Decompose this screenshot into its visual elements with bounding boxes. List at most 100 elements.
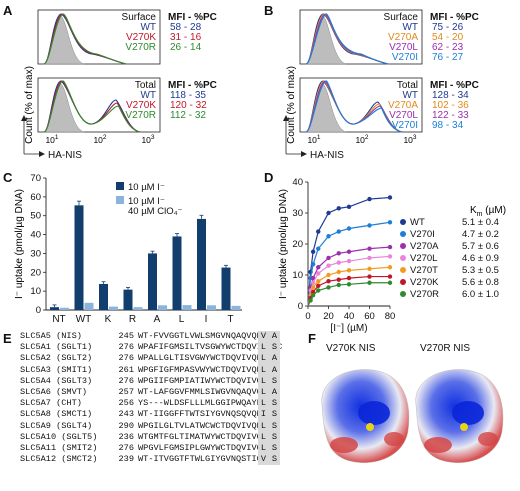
bar-category-K: K xyxy=(105,314,112,325)
kinetics-point-v270a-5 xyxy=(346,249,352,254)
kinetics-point-v270i-1 xyxy=(310,261,316,267)
legend-label-perchlorate-1: 10 µM I⁻ xyxy=(128,196,165,207)
bar-ylabel: I⁻ uptake (pmol/µg DNA) xyxy=(14,189,25,299)
xtick-A-1: 102 xyxy=(93,134,106,145)
bar-category-T: T xyxy=(227,314,233,325)
xlabel-B: HA-NIS xyxy=(310,150,344,161)
legend-B-bottom-v270l: V270L xyxy=(389,110,418,121)
alignment-row-position-270: L xyxy=(258,364,269,376)
kinetics-point-v270k-2 xyxy=(316,283,321,289)
alignment-row-name: SLC5A2 (SGLT2) xyxy=(20,353,93,364)
alignment-row-start: 276 xyxy=(118,342,134,353)
mfi-value-B-bottom-2: 122 - 33 xyxy=(432,110,469,121)
alignment-row: SLC5A7 (CHT) 256 YS---WLDSFLLLMLGGIPWQAYFQ… xyxy=(20,398,280,410)
alignment-row-start: 290 xyxy=(118,420,134,431)
kinetics-point-v270r-0 xyxy=(308,298,313,303)
alignment-row-sequence: WT-IIGGFFTWTSIYGVNQSQVQRY xyxy=(138,409,267,420)
bar-NT-iodide xyxy=(50,307,59,310)
bar-I-perchlorate xyxy=(207,305,216,310)
kinetics-ytick-label-4: 40 xyxy=(292,177,303,188)
alignment-row: SLC5A4 (SGLT3) 276 WPGIIFGMPIATIWYWCTDQVIV… xyxy=(20,375,280,388)
kinetics-xtick-label-3: 60 xyxy=(364,311,375,322)
ylabel-A: Count (% of max) xyxy=(24,66,35,144)
legend-B-top-wt: WT xyxy=(402,22,418,33)
kinetics-xtick-label-0: 0 xyxy=(305,311,310,322)
legend-B-top-v270l: V270L xyxy=(389,42,418,53)
control-histogram-A-bottom xyxy=(43,82,85,133)
bar-ytick-label-2: 20 xyxy=(30,267,41,278)
alignment-row-next-residue: S xyxy=(269,375,280,388)
alignment-row-position-270: L xyxy=(258,398,269,410)
kinetics-point-v270r-7 xyxy=(387,280,393,285)
alignment-row-sequence: WPALLGLTISVGWYWCTDQVIVQRC xyxy=(138,353,267,364)
kinetics-point-v270i-6 xyxy=(367,223,372,228)
panel-letter-b: B xyxy=(264,3,274,18)
y-arrowhead-B xyxy=(283,115,289,121)
kinetics-point-v270l-5 xyxy=(346,258,352,264)
alignment-row-position-270: V xyxy=(258,454,269,466)
kinetics-point-wt-2 xyxy=(316,229,321,234)
alignment-row-position-270: L xyxy=(258,431,269,444)
mfi-value-B-bottom-1: 102 - 36 xyxy=(432,100,469,111)
legend-swatch-iodide xyxy=(116,182,124,190)
mfi-value-B-top-2: 62 - 23 xyxy=(432,42,464,53)
kinetics-point-v270t-7 xyxy=(387,265,393,270)
mfi-value-B-bottom-3: 98 - 34 xyxy=(432,120,464,131)
histogram-frame-B-bottom xyxy=(299,77,423,133)
kinetics-legend-km-v270k: 5.6 ± 0.8 xyxy=(462,277,499,288)
kinetics-legend-km-v270t: 5.3 ± 0.5 xyxy=(462,265,499,276)
alignment-row-position-270: L xyxy=(258,375,269,388)
alignment-row-next-residue: S xyxy=(269,420,280,432)
bar-category-R: R xyxy=(129,314,136,325)
kinetics-point-wt-4 xyxy=(336,206,341,211)
kinetics-xlabel: [I⁻] (µM) xyxy=(330,323,367,334)
legend-A-bottom-wt: WT xyxy=(140,90,156,101)
legend-A-bottom-v270k: V270K xyxy=(126,100,156,111)
kinetics-legend-name-wt: WT xyxy=(410,217,425,228)
alignment-row-start: 276 xyxy=(118,443,134,454)
bar-category-I: I xyxy=(205,314,208,325)
alignment-row-position-270: L xyxy=(258,420,269,432)
histogram-curve-B-bottom-v270i xyxy=(305,80,403,133)
alignment-row-start: 243 xyxy=(118,409,134,420)
mfi-value-A-top-1: 31 - 16 xyxy=(170,32,202,43)
km-header: Km (µM) xyxy=(470,205,506,218)
alignment-row-name: SLC5A7 (CHT) xyxy=(20,398,82,409)
bar-A-iodide xyxy=(148,253,157,310)
kinetics-point-v270r-5 xyxy=(346,282,352,287)
alignment-row-sequence: WPGVLFGMSIPLGWYWCTDQVIVQRC xyxy=(138,443,273,454)
bar-ytick-label-0: 0 xyxy=(36,305,41,316)
alignment-row-name: SLC5A8 (SMCT1) xyxy=(20,409,93,420)
control-histogram-A-top xyxy=(43,14,85,65)
alignment-row-name: SLC5A6 (SMVT) xyxy=(20,387,88,398)
legend-B-bottom-v270i: V270I xyxy=(392,120,418,131)
electrostatic-surface-2 xyxy=(415,369,504,463)
kinetics-point-v270a-6 xyxy=(367,246,372,251)
alignment-row-position-270: V xyxy=(258,331,269,343)
kinetics-legend-dot-wt xyxy=(400,219,406,225)
control-histogram-B-bottom xyxy=(305,82,347,133)
mfi-value-A-bottom-0: 118 - 35 xyxy=(170,90,206,101)
alignment-row-name: SLC5A3 (SMIT1) xyxy=(20,364,93,375)
alignment-row-name: SLC5A11 (SMIT2) xyxy=(20,443,98,454)
kinetics-point-v270k-1 xyxy=(310,289,316,295)
alignment-row-name: SLC5A9 (SGLT4) xyxy=(20,420,93,431)
legend-A-top-wt: WT xyxy=(140,22,156,33)
alignment-row-next-residue: S xyxy=(269,398,280,410)
alignment-row-position-270: L xyxy=(258,443,269,455)
histogram-frame-B-top xyxy=(299,9,423,65)
kinetics-legend-dot-v270r xyxy=(400,291,406,297)
kinetics-point-v270a-2 xyxy=(316,265,321,270)
alignment-row: SLC5A11 (SMIT2) 276 WPGVLFGMSIPLGWYWCTDQVI… xyxy=(20,443,280,455)
kinetics-point-v270i-7 xyxy=(387,220,393,225)
legend-label-iodide: 10 µM I⁻ xyxy=(128,182,165,193)
kinetics-legend-dot-v270t xyxy=(400,267,406,273)
bar-A-perchlorate xyxy=(158,305,167,310)
bar-WT-iodide xyxy=(74,205,84,310)
alignment-row: SLC5A3 (SMIT1) 261 WPGFIGFMPASVWYWCTDQVIVQ… xyxy=(20,364,280,376)
bar-T-iodide xyxy=(221,267,231,310)
alignment-row-next-residue: A xyxy=(269,364,280,376)
kinetics-point-v270a-7 xyxy=(387,244,393,250)
kinetics-point-v270r-6 xyxy=(367,280,372,285)
